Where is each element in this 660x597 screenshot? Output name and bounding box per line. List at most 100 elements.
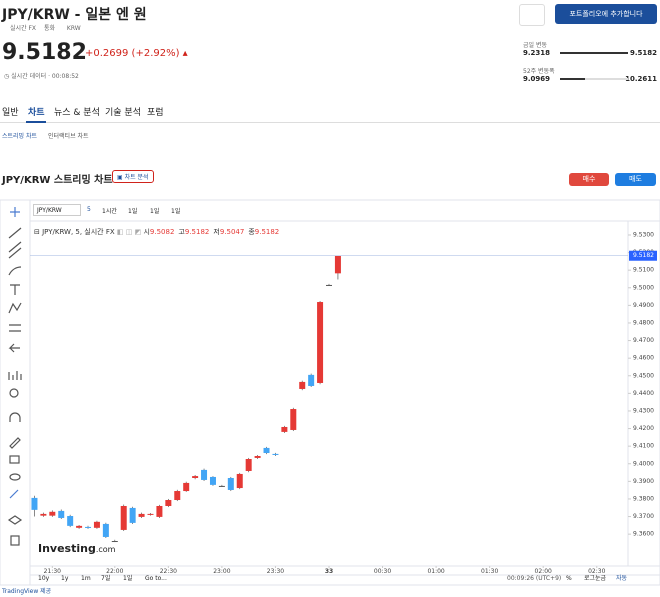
portfolio-button[interactable]: 포트폴리오에 추가합니다	[555, 4, 657, 24]
tab[interactable]: 차트	[28, 108, 45, 118]
candle-body	[245, 459, 252, 471]
clock: 00:09:26 (UTC+9)	[507, 575, 562, 582]
candle-body	[111, 541, 118, 543]
candle-body	[31, 497, 38, 510]
range-bar	[560, 78, 628, 80]
interval-button[interactable]: 1시간	[102, 208, 117, 215]
interval-button[interactable]: 1일	[171, 208, 181, 215]
trend-tool	[8, 227, 22, 239]
lock-tool	[9, 455, 20, 464]
ohlc-label: 저	[213, 228, 220, 236]
last-price-label: 9.5182	[633, 252, 654, 259]
candle-body	[40, 513, 47, 516]
x-tick-label: 21:30	[44, 568, 61, 575]
change-text: +0.2699 (+2.92%)	[85, 48, 180, 59]
x-tick-label: 33	[325, 568, 333, 575]
brush-tool	[8, 266, 22, 276]
candle-body	[120, 505, 127, 530]
ohlc-value: 9.5047	[219, 228, 245, 236]
range-button[interactable]: 1m	[81, 575, 91, 582]
crosshair-tool	[10, 207, 20, 217]
candle-body	[263, 447, 270, 454]
range-low: 9.0969	[523, 75, 551, 83]
x-tick-label: 22:30	[160, 568, 177, 575]
forecast-tool	[9, 324, 21, 332]
ohlc-label: 시	[143, 228, 150, 236]
footer: TradingView 제공	[2, 588, 52, 595]
candle-body	[174, 491, 181, 501]
y-tick-label: 9.4400	[633, 390, 654, 397]
interval-button[interactable]: 5	[87, 206, 91, 213]
range-fill	[560, 52, 628, 54]
tab[interactable]: 뉴스 & 분석	[54, 108, 100, 118]
meta-item: KRW	[66, 25, 81, 32]
trash-tool	[10, 535, 20, 546]
ohlc-item: 저9.5047	[213, 228, 244, 236]
x-tick-label: 02:00	[535, 568, 552, 575]
fib-tool	[8, 241, 22, 259]
candle-body	[209, 476, 216, 485]
range-button[interactable]: 1일	[123, 575, 133, 582]
candle-body	[334, 255, 341, 274]
candle-body	[236, 473, 243, 489]
back-tool	[8, 343, 20, 353]
tab[interactable]: 기술 분석	[105, 108, 141, 118]
subtab[interactable]: 스트리밍 차트	[2, 133, 38, 140]
candle-body	[227, 478, 234, 490]
candle-body	[67, 516, 74, 526]
y-tick-label: 9.4500	[633, 372, 654, 379]
candle-body	[102, 523, 109, 537]
candle-body	[201, 469, 208, 480]
percent-button[interactable]: %	[566, 575, 572, 582]
x-tick-label: 00:30	[374, 568, 391, 575]
chart-frame	[0, 199, 660, 586]
log-button[interactable]: 로그눈금	[584, 575, 607, 582]
range-button[interactable]: 10y	[38, 575, 50, 582]
y-tick-label: 9.5300	[633, 231, 654, 238]
interval-button[interactable]: 1일	[128, 208, 138, 215]
range-button[interactable]: 1y	[61, 575, 69, 582]
x-tick-label: 23:30	[267, 568, 284, 575]
candle-body	[129, 507, 136, 523]
x-tick-label: 01:30	[481, 568, 498, 575]
ohlc-label: 고	[178, 228, 185, 236]
y-tick-label: 9.4900	[633, 302, 654, 309]
candle-body	[308, 374, 315, 386]
x-tick-label: 02:30	[588, 568, 605, 575]
interval-button[interactable]: 1일	[150, 208, 160, 215]
tab[interactable]: 일반	[2, 108, 19, 118]
candle-body	[147, 513, 154, 515]
alert-button[interactable]	[519, 4, 545, 26]
ohlc: 시9.5082 고9.5182 저9.5047 종9.5182	[143, 228, 283, 236]
auto-button[interactable]: 자동	[616, 575, 628, 582]
y-tick-label: 9.5000	[633, 284, 654, 291]
range-high: 10.2611	[625, 75, 657, 83]
watermark-main: Investing	[38, 542, 96, 555]
candle-body	[192, 476, 199, 479]
pattern-tool	[8, 302, 22, 314]
goto-button[interactable]: Go to...	[145, 575, 167, 582]
analysis-text: 차트 분석	[124, 174, 149, 181]
candle-body	[218, 485, 225, 487]
range-button[interactable]: 7일	[101, 575, 111, 582]
subtab[interactable]: 인터랙티브 차트	[48, 133, 89, 140]
buy-button[interactable]: 매수	[569, 173, 609, 186]
range-label: 금일 변동	[523, 42, 547, 49]
symbol-input[interactable]: JPY/KRW	[33, 204, 81, 216]
price: 9.5182	[2, 40, 87, 65]
tab-divider	[0, 122, 660, 123]
section-title: JPY/KRW 스트리밍 차트	[2, 175, 113, 186]
analysis-button[interactable]: ▣ 차트 분석	[112, 170, 154, 183]
chart-legend: ⊟ JPY/KRW, 5, 실시간 FX ◧ ◫ ◩ 시9.5082 고9.518…	[34, 227, 283, 237]
tab[interactable]: 포럼	[147, 108, 164, 118]
candle-body	[299, 381, 306, 389]
watermark-suffix: .com	[95, 545, 116, 554]
sell-button[interactable]: 매도	[615, 173, 656, 186]
x-tick-label: 01:00	[427, 568, 444, 575]
watermark: Investing.com	[38, 542, 115, 555]
y-tick-label: 9.4600	[633, 355, 654, 362]
meta-item: 실시간 FX	[10, 25, 37, 32]
candle-body	[58, 510, 65, 518]
